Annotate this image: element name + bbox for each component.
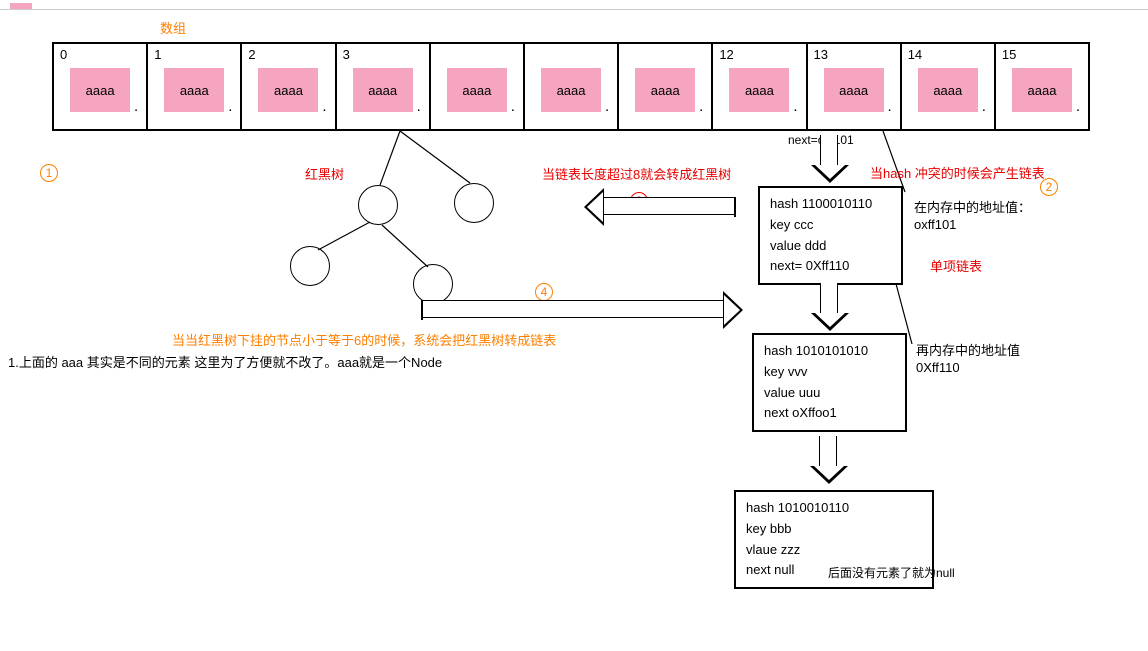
tree-node: [358, 185, 398, 225]
array-cell: 13 aaaa.: [808, 44, 902, 129]
note-text: 1.上面的 aaa 其实是不同的元素 这里为了方便就不改了。aaa就是一个Nod…: [8, 352, 442, 371]
cell-value-box: aaaa: [164, 68, 224, 112]
addr1-value: oxff101: [914, 217, 956, 232]
cell-value-box: aaaa: [541, 68, 601, 112]
node-hash: hash 1100010110: [770, 194, 891, 215]
label-rbtree-back: 当当红黑树下挂的节点小于等于6的时候，系统会把红黑树转成链表: [172, 330, 556, 349]
node-value: value ddd: [770, 236, 891, 257]
tree-node: [454, 183, 494, 223]
array-cell: aaaa.: [431, 44, 525, 129]
cell-index: 2: [248, 47, 255, 62]
array-cell: aaaa.: [525, 44, 619, 129]
cell-value-box: aaaa: [918, 68, 978, 112]
label-no-next: 后面没有元素了就为null: [828, 564, 988, 581]
cell-dot: .: [134, 98, 138, 115]
array-cell: 12 aaaa.: [713, 44, 807, 129]
arrow-left-icon: [604, 197, 734, 215]
cell-value-box: aaaa: [635, 68, 695, 112]
cell-index: 15: [1002, 47, 1016, 62]
label-to-rbtree: 当链表长度超过8就会转成红黑树: [542, 164, 752, 183]
cell-value-box: aaaa: [447, 68, 507, 112]
node-next: next= 0Xff110: [770, 256, 891, 277]
ruler: [0, 0, 1148, 10]
addr2-label: 再内存中的地址值: [916, 340, 1020, 359]
arrow-down-icon: [819, 436, 837, 466]
cell-value-box: aaaa: [824, 68, 884, 112]
array-cell: aaaa.: [619, 44, 713, 129]
cell-index: 0: [60, 47, 67, 62]
array-cell: 3aaaa.: [337, 44, 431, 129]
cell-index: 13: [814, 47, 828, 62]
circle-1: 1: [40, 164, 58, 182]
node-key: key bbb: [746, 519, 922, 540]
node-hash: hash 1010101010: [764, 341, 895, 362]
array-cell: 14 aaaa.: [902, 44, 996, 129]
cell-dot: .: [699, 98, 703, 115]
cell-index: 1: [154, 47, 161, 62]
cell-value-box: aaaa: [1012, 68, 1072, 112]
node-hash: hash 1010010110: [746, 498, 922, 519]
cell-index: 3: [343, 47, 350, 62]
cell-dot: .: [605, 98, 609, 115]
tree-node: [290, 246, 330, 286]
circle-2-right: 2: [1040, 178, 1058, 196]
node-key: key vvv: [764, 362, 895, 383]
cell-dot: .: [982, 98, 986, 115]
addr1-label: 在内存中的地址值：: [914, 197, 1031, 216]
cell-value-box: aaaa: [729, 68, 789, 112]
cell-index: 12: [719, 47, 733, 62]
linked-node-2: hash 1010101010 key vvv value uuu next o…: [752, 333, 907, 432]
addr2-value: 0Xff110: [916, 360, 960, 375]
cell-dot: .: [228, 98, 232, 115]
cell-dot: .: [322, 98, 326, 115]
cell-dot: .: [888, 98, 892, 115]
arrow-right-icon: [423, 300, 723, 318]
cell-dot: .: [1076, 98, 1080, 115]
cell-value-box: aaaa: [70, 68, 130, 112]
cell-index: 14: [908, 47, 922, 62]
array-cell: 2aaaa.: [242, 44, 336, 129]
tree-node: [413, 264, 453, 304]
array-cell: 1aaaa.: [148, 44, 242, 129]
label-array: 数组: [160, 18, 186, 37]
hash-array: 0aaaa.1aaaa.2aaaa.3aaaa.aaaa.aaaa.aaaa.1…: [52, 42, 1090, 131]
arrow-down-icon: [820, 283, 838, 313]
array-cell: 15 aaaa.: [996, 44, 1088, 129]
node-value: value uuu: [764, 383, 895, 404]
node-next: next oXffoo1: [764, 403, 895, 424]
arrow-down-icon: [820, 135, 838, 165]
label-singly-list: 单项链表: [930, 256, 982, 275]
label-rbtree: 红黑树: [305, 164, 344, 183]
node-key: key ccc: [770, 215, 891, 236]
cell-dot: .: [417, 98, 421, 115]
linked-node-1: hash 1100010110 key ccc value ddd next= …: [758, 186, 903, 285]
cell-dot: .: [793, 98, 797, 115]
circle-4: 4: [535, 283, 553, 301]
label-hash-conflict: 当hash 冲突的时候会产生链表: [870, 163, 1045, 182]
cell-value-box: aaaa: [258, 68, 318, 112]
node-value: vlaue zzz: [746, 540, 922, 561]
array-cell: 0aaaa.: [54, 44, 148, 129]
cell-dot: .: [511, 98, 515, 115]
cell-value-box: aaaa: [353, 68, 413, 112]
